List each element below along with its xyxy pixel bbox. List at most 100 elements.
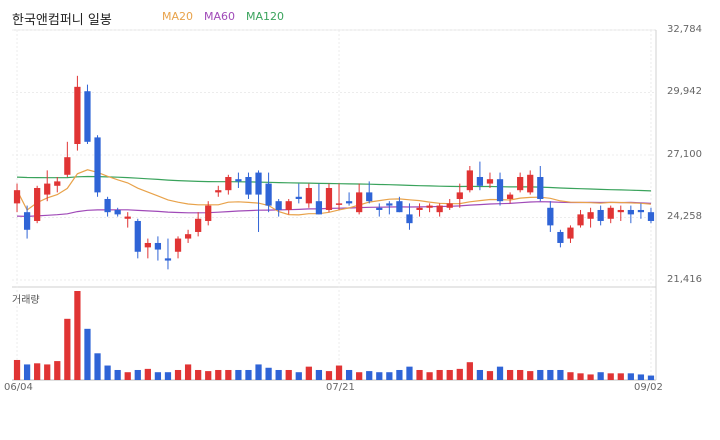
volume-bar <box>295 372 302 380</box>
y-tick-label: 27,100 <box>667 149 702 160</box>
candle-body <box>13 190 21 204</box>
candle-body <box>527 174 534 193</box>
candle-body <box>647 212 655 221</box>
volume-bar <box>23 364 31 380</box>
candle-body <box>265 183 272 206</box>
candle-body <box>124 216 131 219</box>
volume-bar <box>325 371 333 380</box>
volume-bar <box>285 369 292 380</box>
volume-bar <box>84 328 91 380</box>
volume-bar <box>406 366 413 380</box>
volume-bar <box>124 372 131 380</box>
candle-body <box>84 91 91 142</box>
candle-body <box>446 203 453 208</box>
candle-body <box>506 194 514 199</box>
candle-body <box>325 187 333 210</box>
candle-body <box>295 196 302 199</box>
volume-bar <box>647 375 655 380</box>
volume-bar <box>205 371 212 380</box>
candle-body <box>476 176 484 186</box>
volume-bar <box>476 369 484 380</box>
volume-bar <box>496 366 504 380</box>
volume-bar <box>537 369 544 380</box>
volume-bar <box>195 369 202 380</box>
candle-body <box>215 190 222 193</box>
volume-bar <box>154 372 162 380</box>
x-tick-label: 06/04 <box>4 382 33 393</box>
volume-bar <box>416 369 423 380</box>
candle-body <box>184 234 192 239</box>
volume-bar <box>366 371 373 380</box>
ma60-line <box>16 201 652 218</box>
volume-bar <box>114 369 121 380</box>
candle-body <box>577 214 584 226</box>
volume-bar <box>345 369 353 380</box>
volume-bar <box>13 359 21 380</box>
candle-body <box>154 242 162 250</box>
volume-bar <box>547 369 554 380</box>
candle-body <box>205 205 212 221</box>
volume-bar <box>597 372 604 380</box>
candle-body <box>285 201 292 210</box>
volume-bar <box>356 372 363 380</box>
y-tick-label: 32,784 <box>667 24 702 35</box>
volume-bar <box>567 372 574 380</box>
volume-bar <box>184 364 192 380</box>
candle-body <box>23 212 31 230</box>
x-tick-label: 09/02 <box>634 382 663 393</box>
candle-body <box>195 218 202 232</box>
candle-body <box>315 201 323 215</box>
volume-bar <box>446 369 453 380</box>
x-tick-label: 07/21 <box>326 382 355 393</box>
candle-body <box>64 157 71 175</box>
volume-bar <box>74 291 81 380</box>
ma120-line <box>16 175 652 192</box>
candle-body <box>587 212 594 219</box>
volume-bar <box>144 368 151 380</box>
volume-bar <box>587 374 594 380</box>
volume-bar <box>517 369 524 380</box>
candle-body <box>245 176 252 195</box>
y-tick-label: 24,258 <box>667 211 702 222</box>
candle-body <box>486 179 494 184</box>
y-tick-label: 21,416 <box>667 274 702 285</box>
volume-bar <box>396 369 403 380</box>
candle-body <box>456 192 463 199</box>
volume-bar <box>134 369 141 380</box>
volume-bar <box>305 366 312 380</box>
volume-bar <box>235 369 242 380</box>
volume-bar <box>335 365 343 380</box>
candle-body <box>366 192 373 202</box>
candle-body <box>617 209 624 213</box>
candle-body <box>74 86 81 145</box>
ma20-line <box>16 169 652 216</box>
candle-body <box>255 172 262 195</box>
volume-bar <box>386 372 393 380</box>
candle-body <box>547 207 554 226</box>
volume-bar <box>456 368 463 380</box>
volume-bar <box>64 318 71 380</box>
volume-bar <box>466 362 473 380</box>
legend-ma20: MA20 <box>162 10 194 23</box>
candle-body <box>426 205 433 208</box>
volume-bar <box>506 369 514 380</box>
candle-body <box>406 214 413 224</box>
volume-bar <box>255 364 262 380</box>
candle-body <box>436 205 443 213</box>
candle-body <box>134 220 141 252</box>
volume-title: 거래량 <box>12 295 40 306</box>
candle-body <box>416 207 423 210</box>
volume-bar <box>34 363 41 380</box>
candle-body <box>144 242 151 248</box>
candle-body <box>345 201 353 204</box>
candle-body <box>305 187 312 204</box>
candle-body <box>557 231 564 243</box>
chart-title: 한국앤컴퍼니 일봉 <box>12 13 112 28</box>
candle-body <box>386 203 393 206</box>
candle-body <box>235 179 242 182</box>
volume-bar <box>104 365 111 380</box>
candle-body <box>376 207 383 210</box>
volume-bar <box>315 369 323 380</box>
candle-body <box>335 203 343 205</box>
candle-body <box>54 181 61 186</box>
